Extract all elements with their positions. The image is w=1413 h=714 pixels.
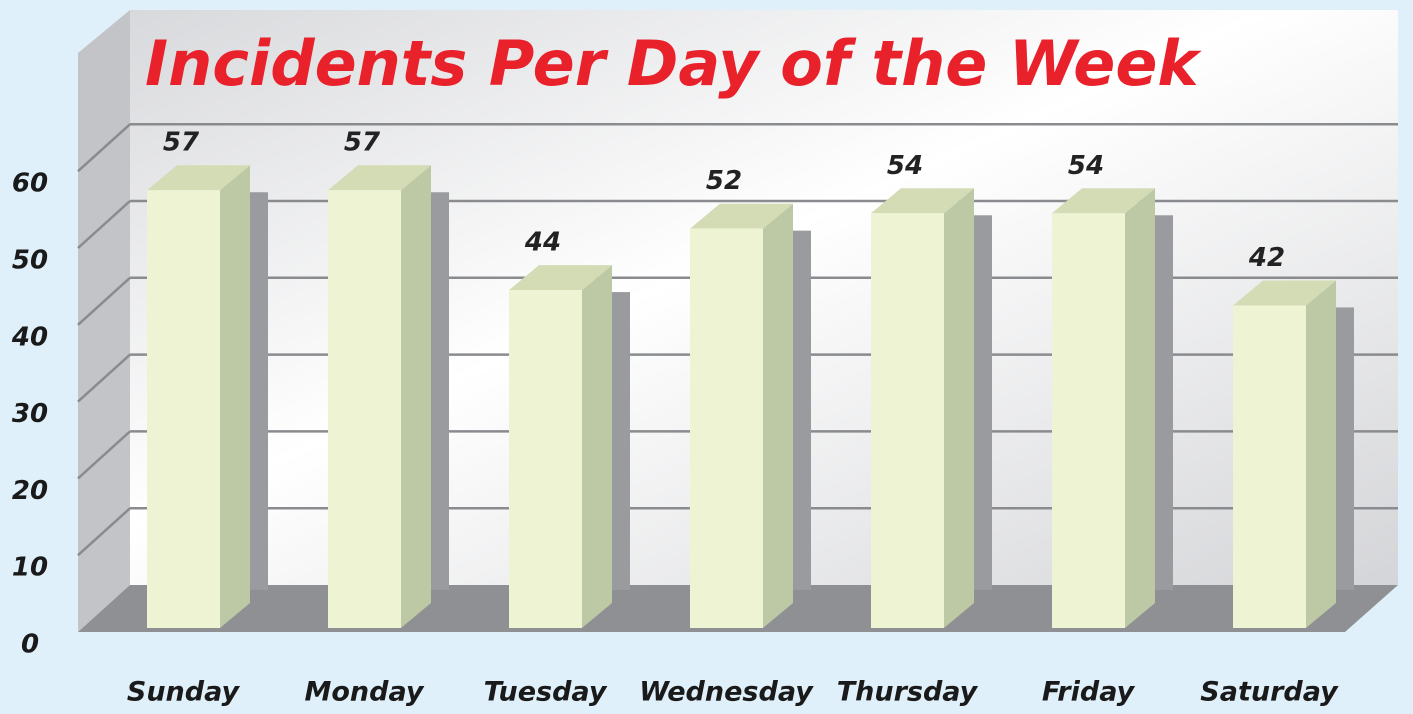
y-tick-label: 10 (12, 553, 48, 583)
bar-top (147, 165, 250, 191)
x-tick-label: Saturday (1200, 677, 1339, 708)
grid-line (77, 276, 131, 326)
y-tick-label: 20 (12, 476, 48, 506)
y-tick-label: 30 (12, 399, 48, 429)
value-label: 57 (163, 128, 200, 158)
bar-side (401, 165, 431, 629)
x-tick-label: Sunday (127, 677, 241, 708)
bar-top (1052, 188, 1155, 214)
y-tick-label: 60 (12, 169, 48, 199)
value-label: 52 (706, 166, 742, 196)
value-label: 57 (344, 128, 381, 158)
bar-top (1233, 280, 1336, 306)
x-tick-label: Tuesday (484, 677, 608, 708)
side-wall (78, 10, 130, 632)
bar (871, 213, 944, 628)
bar (1233, 305, 1306, 628)
grid-line (77, 507, 131, 557)
bar-side (1125, 188, 1155, 628)
bar-side (1306, 280, 1336, 628)
grid-line (77, 430, 131, 480)
bar (1052, 213, 1125, 628)
y-tick-label: 40 (11, 322, 48, 352)
bar-side (944, 188, 974, 628)
bar (328, 190, 401, 629)
grid-line (77, 123, 131, 173)
bar-top (509, 265, 612, 291)
bar-top (690, 203, 793, 229)
grid-line (77, 200, 131, 249)
grid-line (77, 353, 131, 403)
x-tick-label: Wednesday (639, 677, 814, 708)
bar (690, 228, 763, 628)
bar-side (582, 265, 612, 628)
chart-title: Incidents Per Day of the Week (145, 27, 1202, 100)
x-tick-label: Thursday (837, 677, 979, 708)
x-tick-label: Monday (305, 677, 425, 708)
bar-top (328, 165, 431, 191)
bar (509, 290, 582, 628)
bar-side (220, 165, 250, 629)
value-label: 42 (1248, 243, 1285, 273)
value-label: 54 (1068, 151, 1104, 181)
y-tick-label: 50 (12, 246, 48, 276)
value-label: 54 (887, 151, 923, 181)
bar-side (763, 203, 793, 628)
bar (147, 190, 220, 629)
bar-top (871, 188, 974, 214)
x-tick-label: Friday (1042, 677, 1136, 708)
y-tick-label: 0 (21, 630, 39, 660)
value-label: 44 (524, 228, 561, 258)
